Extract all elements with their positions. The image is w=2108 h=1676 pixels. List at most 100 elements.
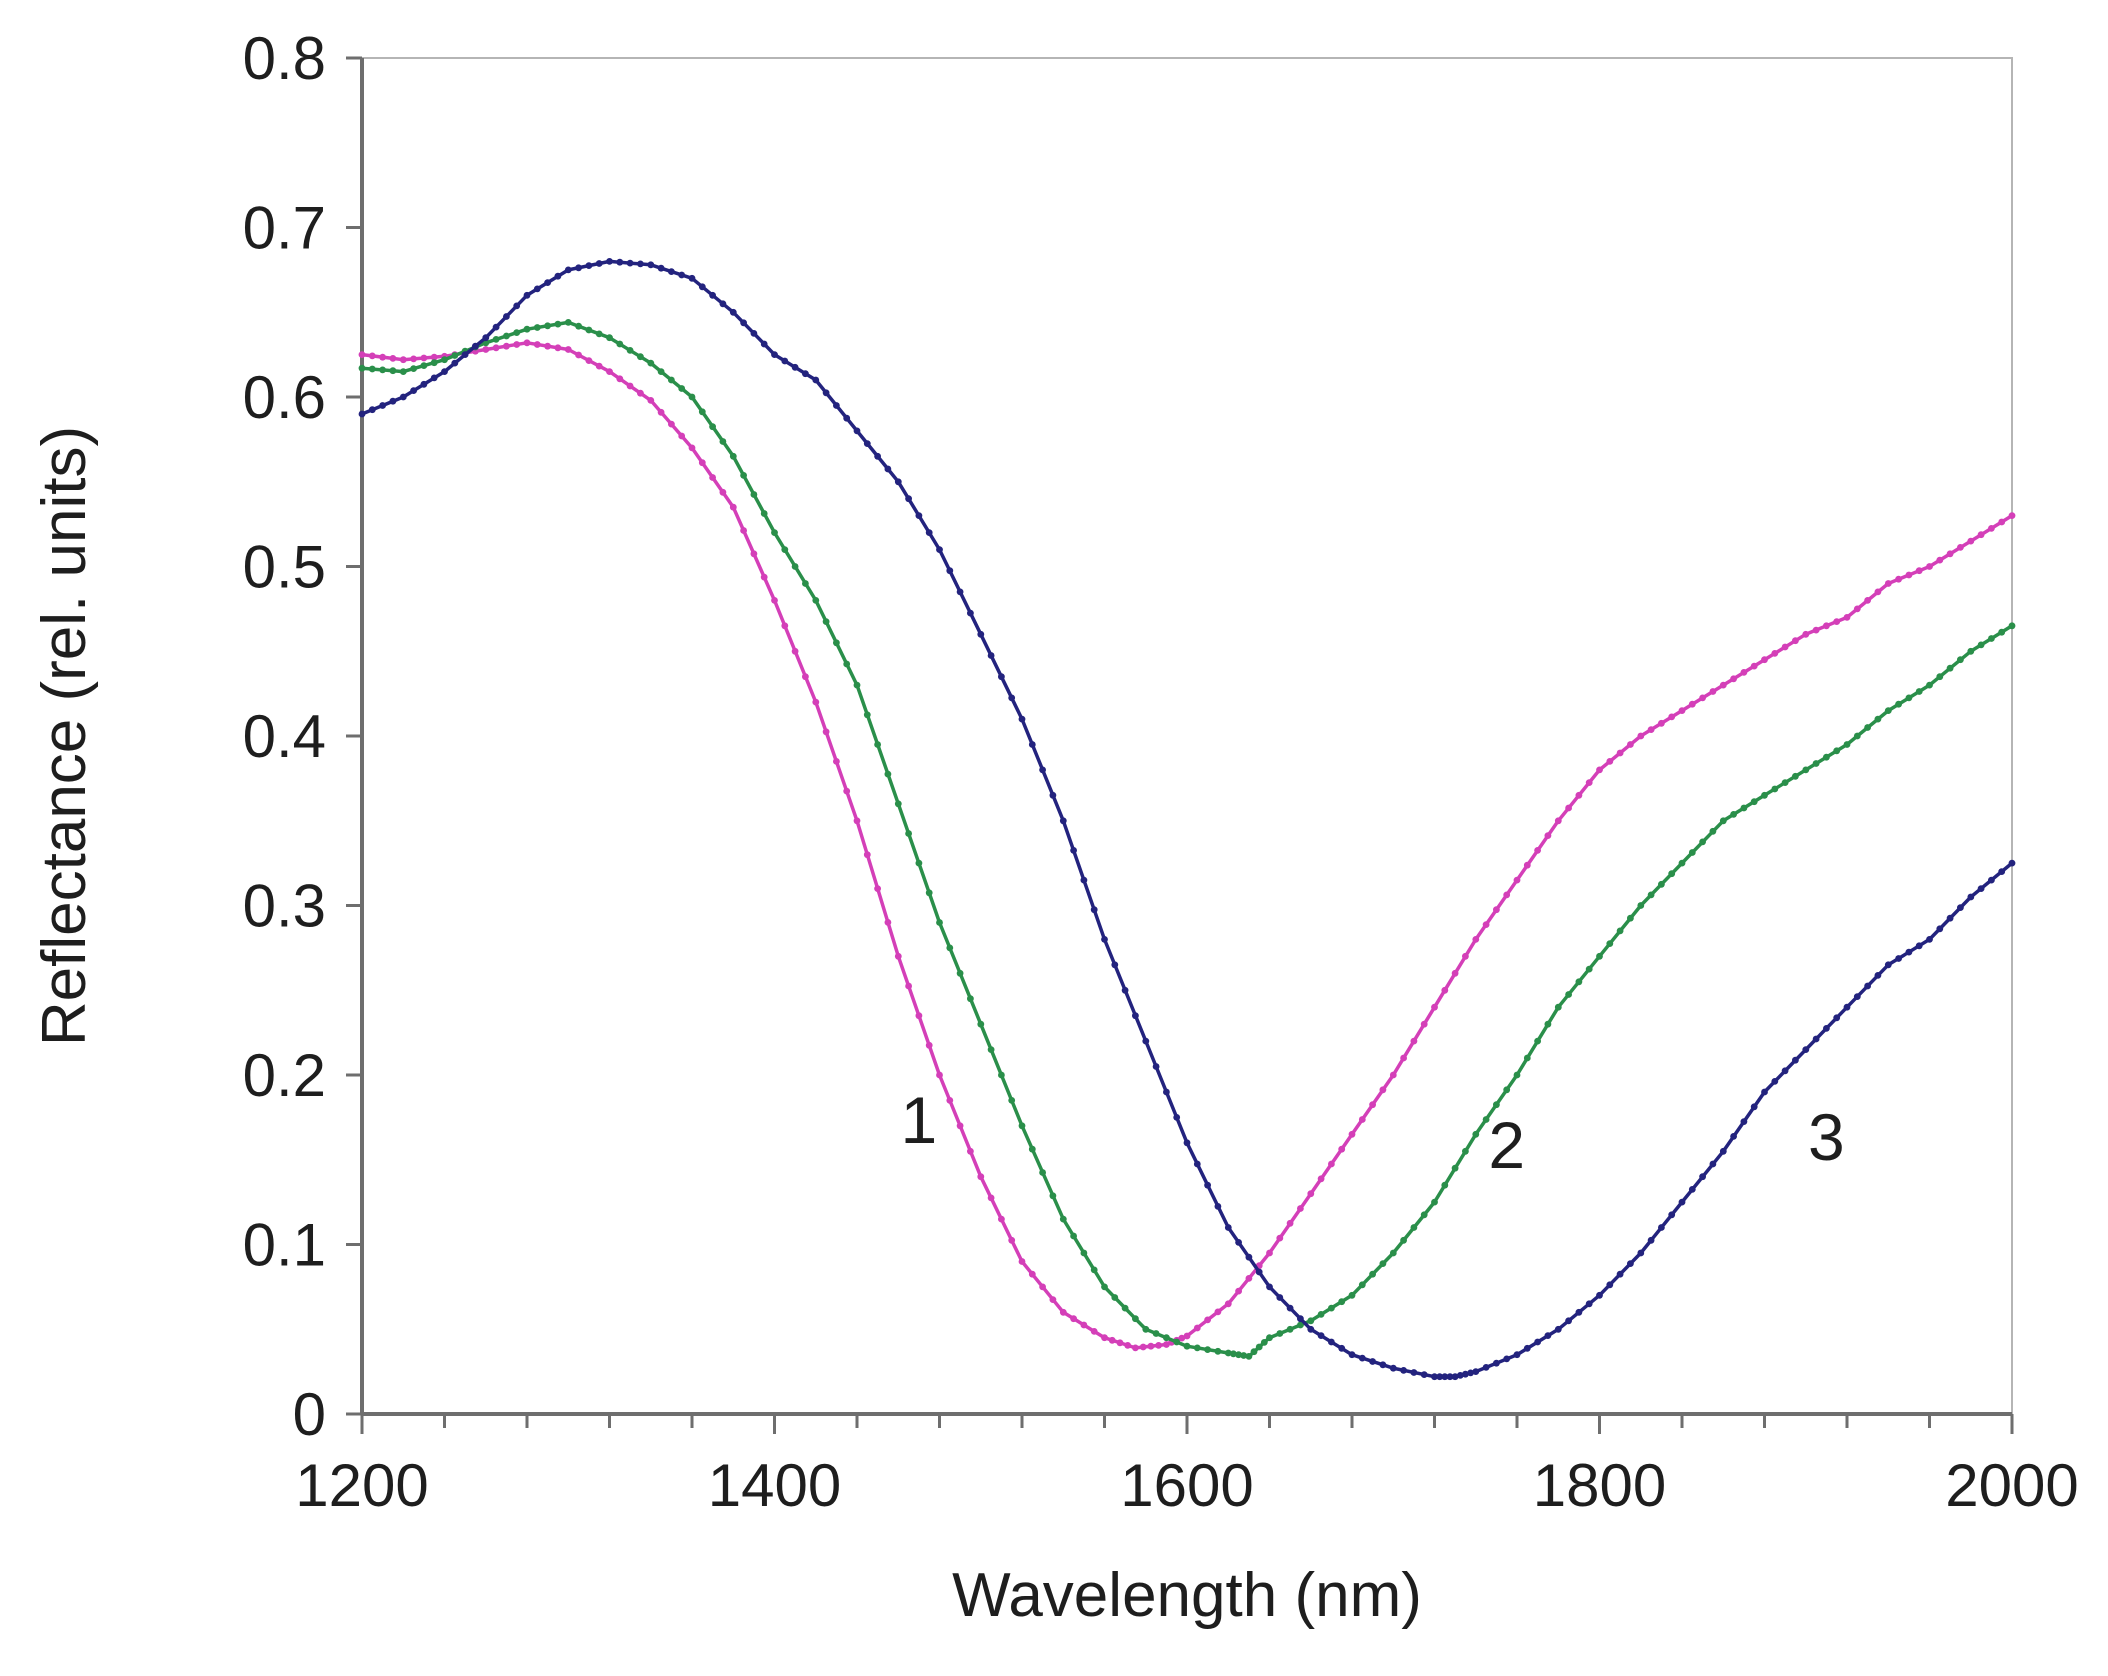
data-point <box>1709 688 1717 695</box>
data-point <box>1307 1317 1315 1325</box>
data-point <box>967 995 974 1003</box>
data-point <box>399 356 407 364</box>
data-point <box>1802 1046 1810 1053</box>
data-point <box>1688 849 1696 856</box>
data-point <box>1441 986 1449 994</box>
data-point <box>1977 641 1985 649</box>
x-tick-label: 2000 <box>1945 1452 2078 1519</box>
series-line-3 <box>361 259 2014 1379</box>
data-point <box>451 359 459 367</box>
data-point <box>1224 1349 1232 1357</box>
data-point <box>1276 1330 1284 1337</box>
data-point <box>1905 571 1913 579</box>
data-point <box>368 406 376 414</box>
data-point <box>1116 1339 1124 1347</box>
data-point <box>1070 1315 1077 1323</box>
data-point <box>1018 715 1026 723</box>
data-point <box>791 647 799 655</box>
data-point <box>1575 791 1583 799</box>
data-point <box>1358 1281 1366 1289</box>
data-point <box>1513 1351 1521 1359</box>
data-point <box>379 353 386 361</box>
series-markers-1 <box>358 339 2016 1352</box>
data-point <box>389 355 397 362</box>
data-point <box>1214 1347 1222 1355</box>
data-point <box>1307 1190 1315 1198</box>
data-point <box>482 334 490 342</box>
data-point <box>709 423 716 431</box>
data-point <box>575 264 582 272</box>
data-point <box>1472 1130 1480 1138</box>
data-point <box>523 291 531 299</box>
data-point <box>1183 1342 1191 1350</box>
data-point <box>853 681 861 689</box>
data-point <box>1544 1332 1552 1339</box>
y-tick-label: 0.3 <box>243 873 326 940</box>
data-point <box>678 271 686 279</box>
data-point <box>1750 798 1758 806</box>
data-point <box>1101 936 1108 943</box>
data-point <box>812 376 820 384</box>
data-point <box>1235 1287 1242 1295</box>
data-point <box>833 639 840 647</box>
data-point <box>977 630 985 638</box>
data-point <box>1523 861 1531 869</box>
data-point <box>410 365 417 372</box>
data-point <box>812 597 820 604</box>
data-point <box>863 851 871 859</box>
data-point <box>564 319 572 326</box>
data-point <box>1627 741 1634 748</box>
data-point <box>998 1071 1005 1079</box>
data-point <box>1108 1336 1116 1344</box>
data-point <box>1843 1003 1851 1011</box>
data-point <box>1616 927 1624 935</box>
y-axis-title: Reflectance (rel. units) <box>30 426 99 1046</box>
data-point <box>410 387 417 394</box>
data-point <box>1049 791 1057 799</box>
data-point <box>503 342 510 350</box>
data-point <box>822 618 830 625</box>
data-point <box>1467 1369 1474 1377</box>
data-point <box>1090 1328 1098 1335</box>
data-point <box>678 432 686 440</box>
series-markers-2 <box>358 319 2016 1360</box>
data-point <box>729 308 737 316</box>
data-point <box>1369 1101 1376 1109</box>
data-point <box>1441 1181 1449 1189</box>
data-point <box>420 354 428 362</box>
data-point <box>1400 1367 1407 1374</box>
data-point <box>358 410 366 418</box>
data-point <box>1616 1270 1624 1278</box>
data-point <box>1255 1268 1263 1276</box>
data-point <box>595 362 603 370</box>
data-point <box>1833 747 1841 755</box>
data-point <box>1111 961 1119 969</box>
data-point <box>585 262 593 269</box>
data-point <box>554 320 562 328</box>
data-point <box>523 325 531 333</box>
data-point <box>853 817 861 825</box>
series-markers-3 <box>358 258 2016 1381</box>
data-point <box>1235 1351 1242 1359</box>
data-point <box>1379 1260 1387 1267</box>
data-point <box>1936 556 1944 564</box>
data-point <box>461 351 469 358</box>
data-point <box>1482 1364 1490 1371</box>
data-point <box>626 382 634 390</box>
data-point <box>1926 563 1933 570</box>
data-point <box>1493 906 1500 914</box>
data-point <box>1719 817 1727 825</box>
data-point <box>513 341 521 348</box>
data-point <box>1090 906 1098 914</box>
data-point <box>1688 700 1696 708</box>
data-point <box>698 459 706 467</box>
data-point <box>1740 669 1748 676</box>
data-point <box>1606 758 1614 765</box>
data-point <box>1678 1198 1686 1206</box>
data-point <box>1678 707 1686 714</box>
data-point <box>874 885 881 892</box>
data-point <box>1565 804 1572 812</box>
data-point <box>863 711 871 719</box>
data-point <box>1853 732 1861 740</box>
data-point <box>1709 827 1717 835</box>
